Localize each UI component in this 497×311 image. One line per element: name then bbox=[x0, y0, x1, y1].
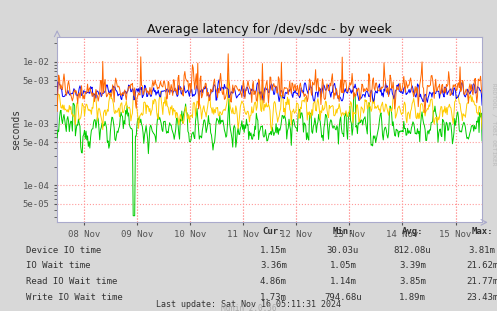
Text: 3.85m: 3.85m bbox=[399, 277, 426, 286]
Text: 21.77m: 21.77m bbox=[466, 277, 497, 286]
Text: 1.05m: 1.05m bbox=[330, 262, 356, 270]
Text: 3.39m: 3.39m bbox=[399, 262, 426, 270]
Text: Max:: Max: bbox=[471, 227, 493, 236]
Text: Write IO Wait time: Write IO Wait time bbox=[26, 293, 123, 301]
Text: 23.43m: 23.43m bbox=[466, 293, 497, 301]
Text: Device IO time: Device IO time bbox=[26, 246, 101, 255]
Text: Min:: Min: bbox=[332, 227, 354, 236]
Text: Cur:: Cur: bbox=[262, 227, 284, 236]
Text: IO Wait time: IO Wait time bbox=[26, 262, 90, 270]
Text: Munin 2.0.56: Munin 2.0.56 bbox=[221, 304, 276, 311]
Text: 1.73m: 1.73m bbox=[260, 293, 287, 301]
Text: 1.15m: 1.15m bbox=[260, 246, 287, 255]
Text: 812.08u: 812.08u bbox=[394, 246, 431, 255]
Text: 30.03u: 30.03u bbox=[327, 246, 359, 255]
Text: 1.89m: 1.89m bbox=[399, 293, 426, 301]
Y-axis label: seconds: seconds bbox=[11, 109, 21, 151]
Text: Avg:: Avg: bbox=[402, 227, 423, 236]
Text: 1.14m: 1.14m bbox=[330, 277, 356, 286]
Text: 21.62m: 21.62m bbox=[466, 262, 497, 270]
Text: 794.68u: 794.68u bbox=[324, 293, 362, 301]
Text: Read IO Wait time: Read IO Wait time bbox=[26, 277, 117, 286]
Text: Last update: Sat Nov 16 05:11:31 2024: Last update: Sat Nov 16 05:11:31 2024 bbox=[156, 299, 341, 309]
Title: Average latency for /dev/sdc - by week: Average latency for /dev/sdc - by week bbox=[147, 23, 392, 36]
Text: RRDTOOL / TOBI OETIKER: RRDTOOL / TOBI OETIKER bbox=[491, 83, 496, 166]
Text: 4.86m: 4.86m bbox=[260, 277, 287, 286]
Text: 3.81m: 3.81m bbox=[469, 246, 496, 255]
Text: 3.36m: 3.36m bbox=[260, 262, 287, 270]
